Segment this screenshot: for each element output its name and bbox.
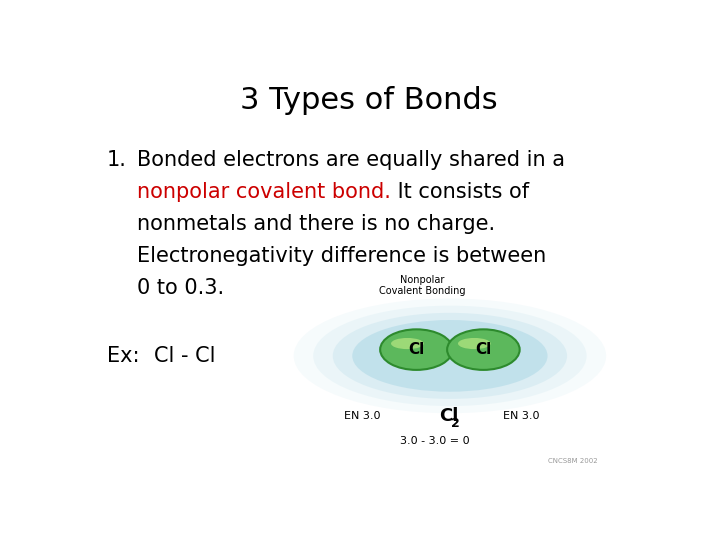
Ellipse shape bbox=[294, 299, 606, 413]
Text: 3 Types of Bonds: 3 Types of Bonds bbox=[240, 85, 498, 114]
Text: nonpolar covalent bond.: nonpolar covalent bond. bbox=[138, 182, 391, 202]
Ellipse shape bbox=[352, 320, 548, 392]
Text: EN 3.0: EN 3.0 bbox=[344, 411, 380, 421]
Ellipse shape bbox=[313, 306, 587, 406]
Text: 2: 2 bbox=[451, 417, 460, 430]
Text: 3.0 - 3.0 = 0: 3.0 - 3.0 = 0 bbox=[400, 436, 469, 446]
Text: It consists of: It consists of bbox=[391, 182, 529, 202]
Text: 0 to 0.3.: 0 to 0.3. bbox=[138, 278, 225, 298]
Text: Bonded electrons are equally shared in a: Bonded electrons are equally shared in a bbox=[138, 150, 565, 170]
Text: Electronegativity difference is between: Electronegativity difference is between bbox=[138, 246, 546, 266]
Text: 1.: 1. bbox=[107, 150, 127, 170]
Ellipse shape bbox=[391, 338, 423, 349]
Ellipse shape bbox=[458, 338, 490, 349]
Ellipse shape bbox=[447, 329, 520, 370]
Ellipse shape bbox=[380, 329, 453, 370]
Text: Cl: Cl bbox=[438, 407, 458, 425]
Text: EN 3.0: EN 3.0 bbox=[503, 411, 539, 421]
Text: Cl: Cl bbox=[408, 342, 425, 357]
Text: Cl: Cl bbox=[475, 342, 492, 357]
Ellipse shape bbox=[333, 313, 567, 399]
Text: Ex:: Ex: bbox=[107, 346, 139, 366]
Text: Cl - Cl: Cl - Cl bbox=[154, 346, 216, 366]
Text: Nonpolar
Covalent Bonding: Nonpolar Covalent Bonding bbox=[379, 275, 465, 296]
Text: CNCS8M 2002: CNCS8M 2002 bbox=[547, 458, 597, 464]
Text: nonmetals and there is no charge.: nonmetals and there is no charge. bbox=[138, 214, 495, 234]
